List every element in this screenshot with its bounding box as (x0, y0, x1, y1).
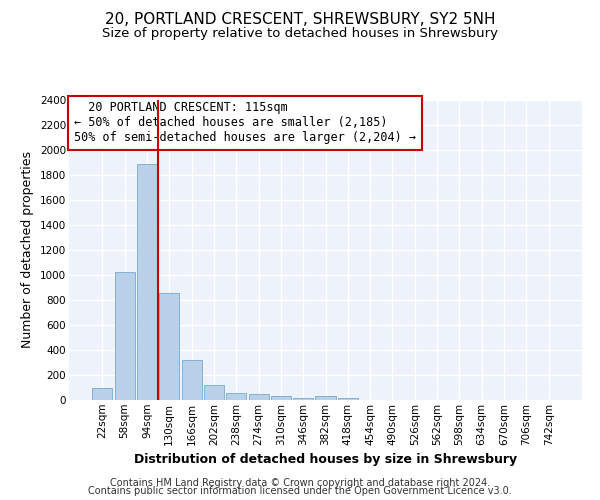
Bar (338, 398, 358, 400)
Bar (271, 396, 291, 400)
Bar (248, 394, 269, 400)
X-axis label: Distribution of detached houses by size in Shrewsbury: Distribution of detached houses by size … (134, 453, 517, 466)
Bar (159, 292, 179, 400)
Bar (137, 164, 157, 400)
Bar (115, 272, 135, 400)
Bar (316, 396, 335, 400)
Text: Contains public sector information licensed under the Open Government Licence v3: Contains public sector information licen… (88, 486, 512, 496)
Text: Contains HM Land Registry data © Crown copyright and database right 2024.: Contains HM Land Registry data © Crown c… (110, 478, 490, 488)
Bar (92, 388, 112, 400)
Bar (204, 385, 224, 400)
Bar (293, 398, 313, 400)
Text: 20 PORTLAND CRESCENT: 115sqm  
← 50% of detached houses are smaller (2,185)
50% : 20 PORTLAND CRESCENT: 115sqm ← 50% of de… (74, 102, 416, 144)
Text: 20, PORTLAND CRESCENT, SHREWSBURY, SY2 5NH: 20, PORTLAND CRESCENT, SHREWSBURY, SY2 5… (105, 12, 495, 28)
Y-axis label: Number of detached properties: Number of detached properties (22, 152, 34, 348)
Text: Size of property relative to detached houses in Shrewsbury: Size of property relative to detached ho… (102, 28, 498, 40)
Bar (182, 360, 202, 400)
Bar (226, 392, 246, 400)
